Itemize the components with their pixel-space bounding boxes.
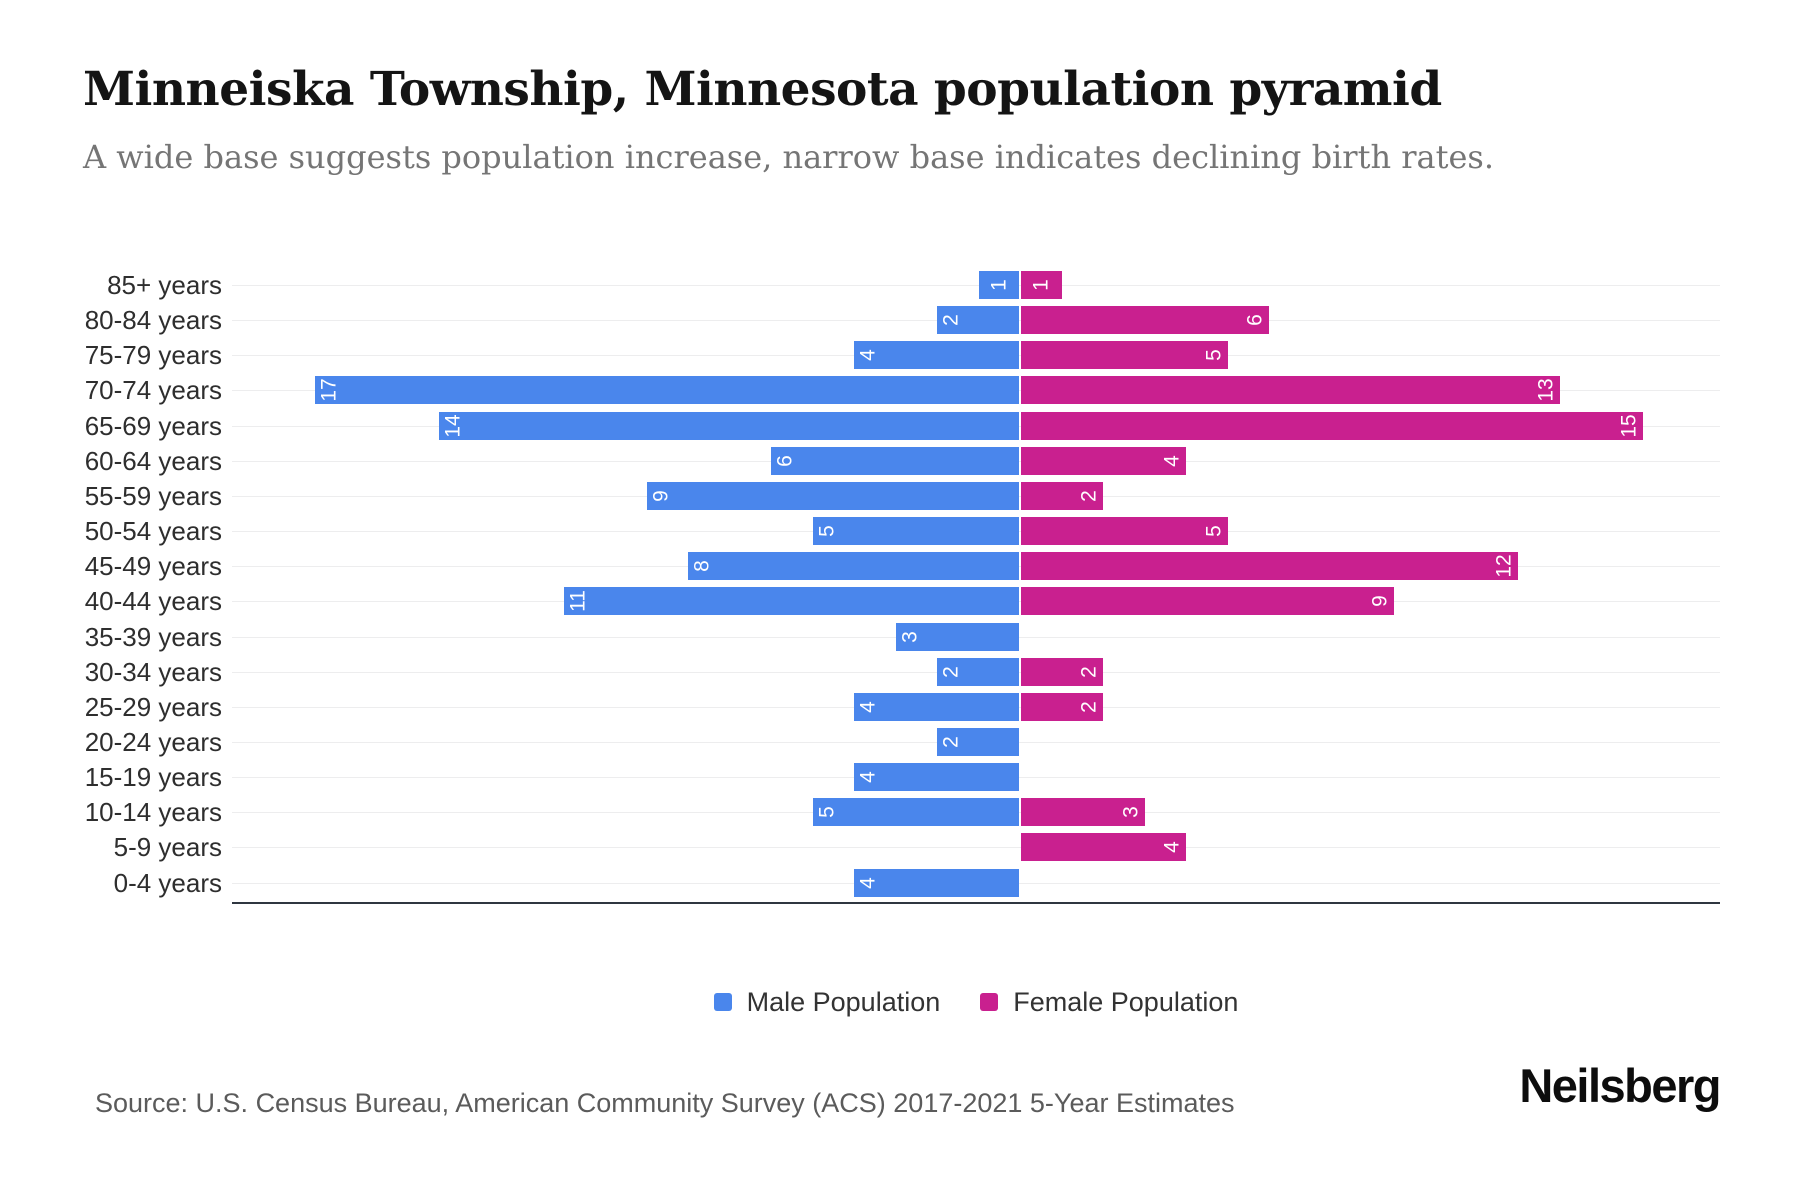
bar-value-label: 4	[856, 700, 880, 713]
bar-value-label: 2	[1077, 665, 1101, 678]
male-bar-35-39-years: 3	[895, 622, 1019, 651]
legend-label: Male Population	[746, 986, 941, 1017]
bar-value-label: 4	[856, 876, 880, 889]
male-bar-15-19-years: 4	[854, 763, 1019, 792]
age-group-label: 40-44 years	[84, 586, 222, 617]
age-group-label: 75-79 years	[84, 340, 222, 371]
bar-value-label: 12	[1492, 554, 1516, 578]
bar-value-label: 5	[1202, 525, 1225, 537]
bar-value-label: 4	[1160, 454, 1184, 467]
bar-value-label: 15	[1617, 413, 1640, 438]
bar-value-label: 5	[1202, 349, 1225, 362]
legend-swatch-icon	[980, 993, 999, 1011]
age-group-label: 15-19 years	[84, 762, 222, 793]
female-bar-50-54-years: 5	[1021, 517, 1228, 545]
age-group-label: 70-74 years	[84, 375, 222, 406]
age-group-label: 45-49 years	[84, 551, 222, 582]
bar-value-label: 2	[939, 736, 963, 748]
female-bar-85+-years: 1	[1021, 271, 1062, 299]
age-group-label: 10-14 years	[84, 797, 222, 828]
age-group-label: 25-29 years	[84, 691, 222, 722]
male-bar-60-64-years: 6	[771, 446, 1019, 475]
age-group-label: 85+ years	[107, 270, 222, 300]
bar-value-label: 5	[815, 525, 838, 537]
bar-value-label: 6	[773, 454, 797, 467]
age-group-label: 80-84 years	[84, 305, 222, 336]
bar-value-label: 2	[1077, 700, 1101, 713]
age-group-label: 65-69 years	[84, 410, 222, 441]
bar-value-label: 4	[856, 349, 880, 362]
male-bar-85+-years: 1	[978, 271, 1019, 299]
age-group-label: 55-59 years	[84, 480, 222, 511]
female-bar-5-9-years: 4	[1021, 833, 1186, 862]
bar-value-label: 1	[987, 279, 1011, 291]
age-group-label: 20-24 years	[84, 727, 222, 757]
age-group-label: 0-4 years	[113, 867, 222, 898]
gridline	[232, 285, 1720, 286]
male-bar-20-24-years: 2	[937, 728, 1019, 756]
bar-value-label: 4	[1160, 841, 1184, 854]
bar-value-label: 9	[649, 490, 672, 502]
male-bar-40-44-years: 11	[563, 587, 1019, 616]
female-bar-30-34-years: 2	[1021, 657, 1103, 686]
bar-value-label: 14	[441, 413, 465, 438]
gridline	[232, 847, 1720, 849]
age-group-label: 50-54 years	[84, 516, 222, 546]
female-bar-80-84-years: 6	[1021, 306, 1269, 335]
female-bar-70-74-years: 13	[1021, 376, 1560, 405]
bar-value-label: 2	[939, 665, 963, 678]
female-bar-55-59-years: 2	[1021, 481, 1103, 510]
age-group-label: 30-34 years	[84, 656, 222, 687]
source-attribution: Source: U.S. Census Bureau, American Com…	[95, 1088, 1235, 1118]
legend-label: Female Population	[1013, 986, 1239, 1017]
female-bar-40-44-years: 9	[1021, 587, 1394, 616]
neilsberg-logo: Neilsberg	[1519, 1059, 1721, 1112]
male-bar-25-29-years: 4	[854, 692, 1019, 721]
female-bar-45-49-years: 12	[1021, 552, 1518, 581]
male-bar-75-79-years: 4	[854, 341, 1019, 370]
bar-value-label: 11	[566, 590, 589, 613]
bar-value-label: 2	[1077, 490, 1101, 502]
male-bar-45-49-years: 8	[688, 552, 1019, 581]
bar-value-label: 2	[939, 314, 963, 326]
page-title: Minneiska Township, Minnesota population…	[83, 62, 1442, 117]
legend-swatch-icon	[713, 993, 732, 1011]
age-group-label: 60-64 years	[84, 445, 222, 476]
male-bar-70-74-years: 17	[314, 376, 1019, 405]
female-bar-25-29-years: 2	[1021, 692, 1103, 721]
x-axis-line	[232, 902, 1720, 904]
female-bar-60-64-years: 4	[1021, 446, 1186, 475]
chart-legend: Male Population Female Population	[232, 984, 1720, 1020]
bar-value-label: 17	[317, 378, 340, 403]
female-bar-75-79-years: 5	[1021, 341, 1228, 370]
male-bar-0-4-years: 4	[854, 868, 1019, 897]
age-group-label: 35-39 years	[84, 621, 222, 652]
bar-value-label: 3	[898, 630, 921, 643]
female-bar-10-14-years: 3	[1021, 798, 1145, 827]
bar-value-label: 8	[690, 560, 714, 573]
female-bar-65-69-years: 15	[1021, 411, 1643, 440]
bar-value-label: 5	[815, 806, 838, 819]
legend-item-female[interactable]: Female Population	[980, 987, 1238, 1018]
male-bar-50-54-years: 5	[812, 517, 1019, 545]
male-bar-30-34-years: 2	[937, 657, 1019, 686]
bar-value-label: 13	[1534, 378, 1557, 403]
male-bar-65-69-years: 14	[439, 411, 1019, 440]
bar-value-label: 6	[1243, 314, 1267, 326]
bar-value-label: 4	[856, 771, 880, 783]
male-bar-10-14-years: 5	[812, 798, 1019, 827]
page-subtitle: A wide base suggests population increase…	[83, 138, 1494, 176]
male-bar-55-59-years: 9	[646, 481, 1019, 510]
age-group-label: 5-9 years	[113, 832, 222, 863]
legend-item-male[interactable]: Male Population	[713, 986, 941, 1018]
bar-value-label: 3	[1119, 806, 1142, 819]
bar-value-label: 1	[1029, 279, 1053, 291]
bar-value-label: 9	[1368, 595, 1391, 608]
male-bar-80-84-years: 2	[937, 306, 1019, 335]
